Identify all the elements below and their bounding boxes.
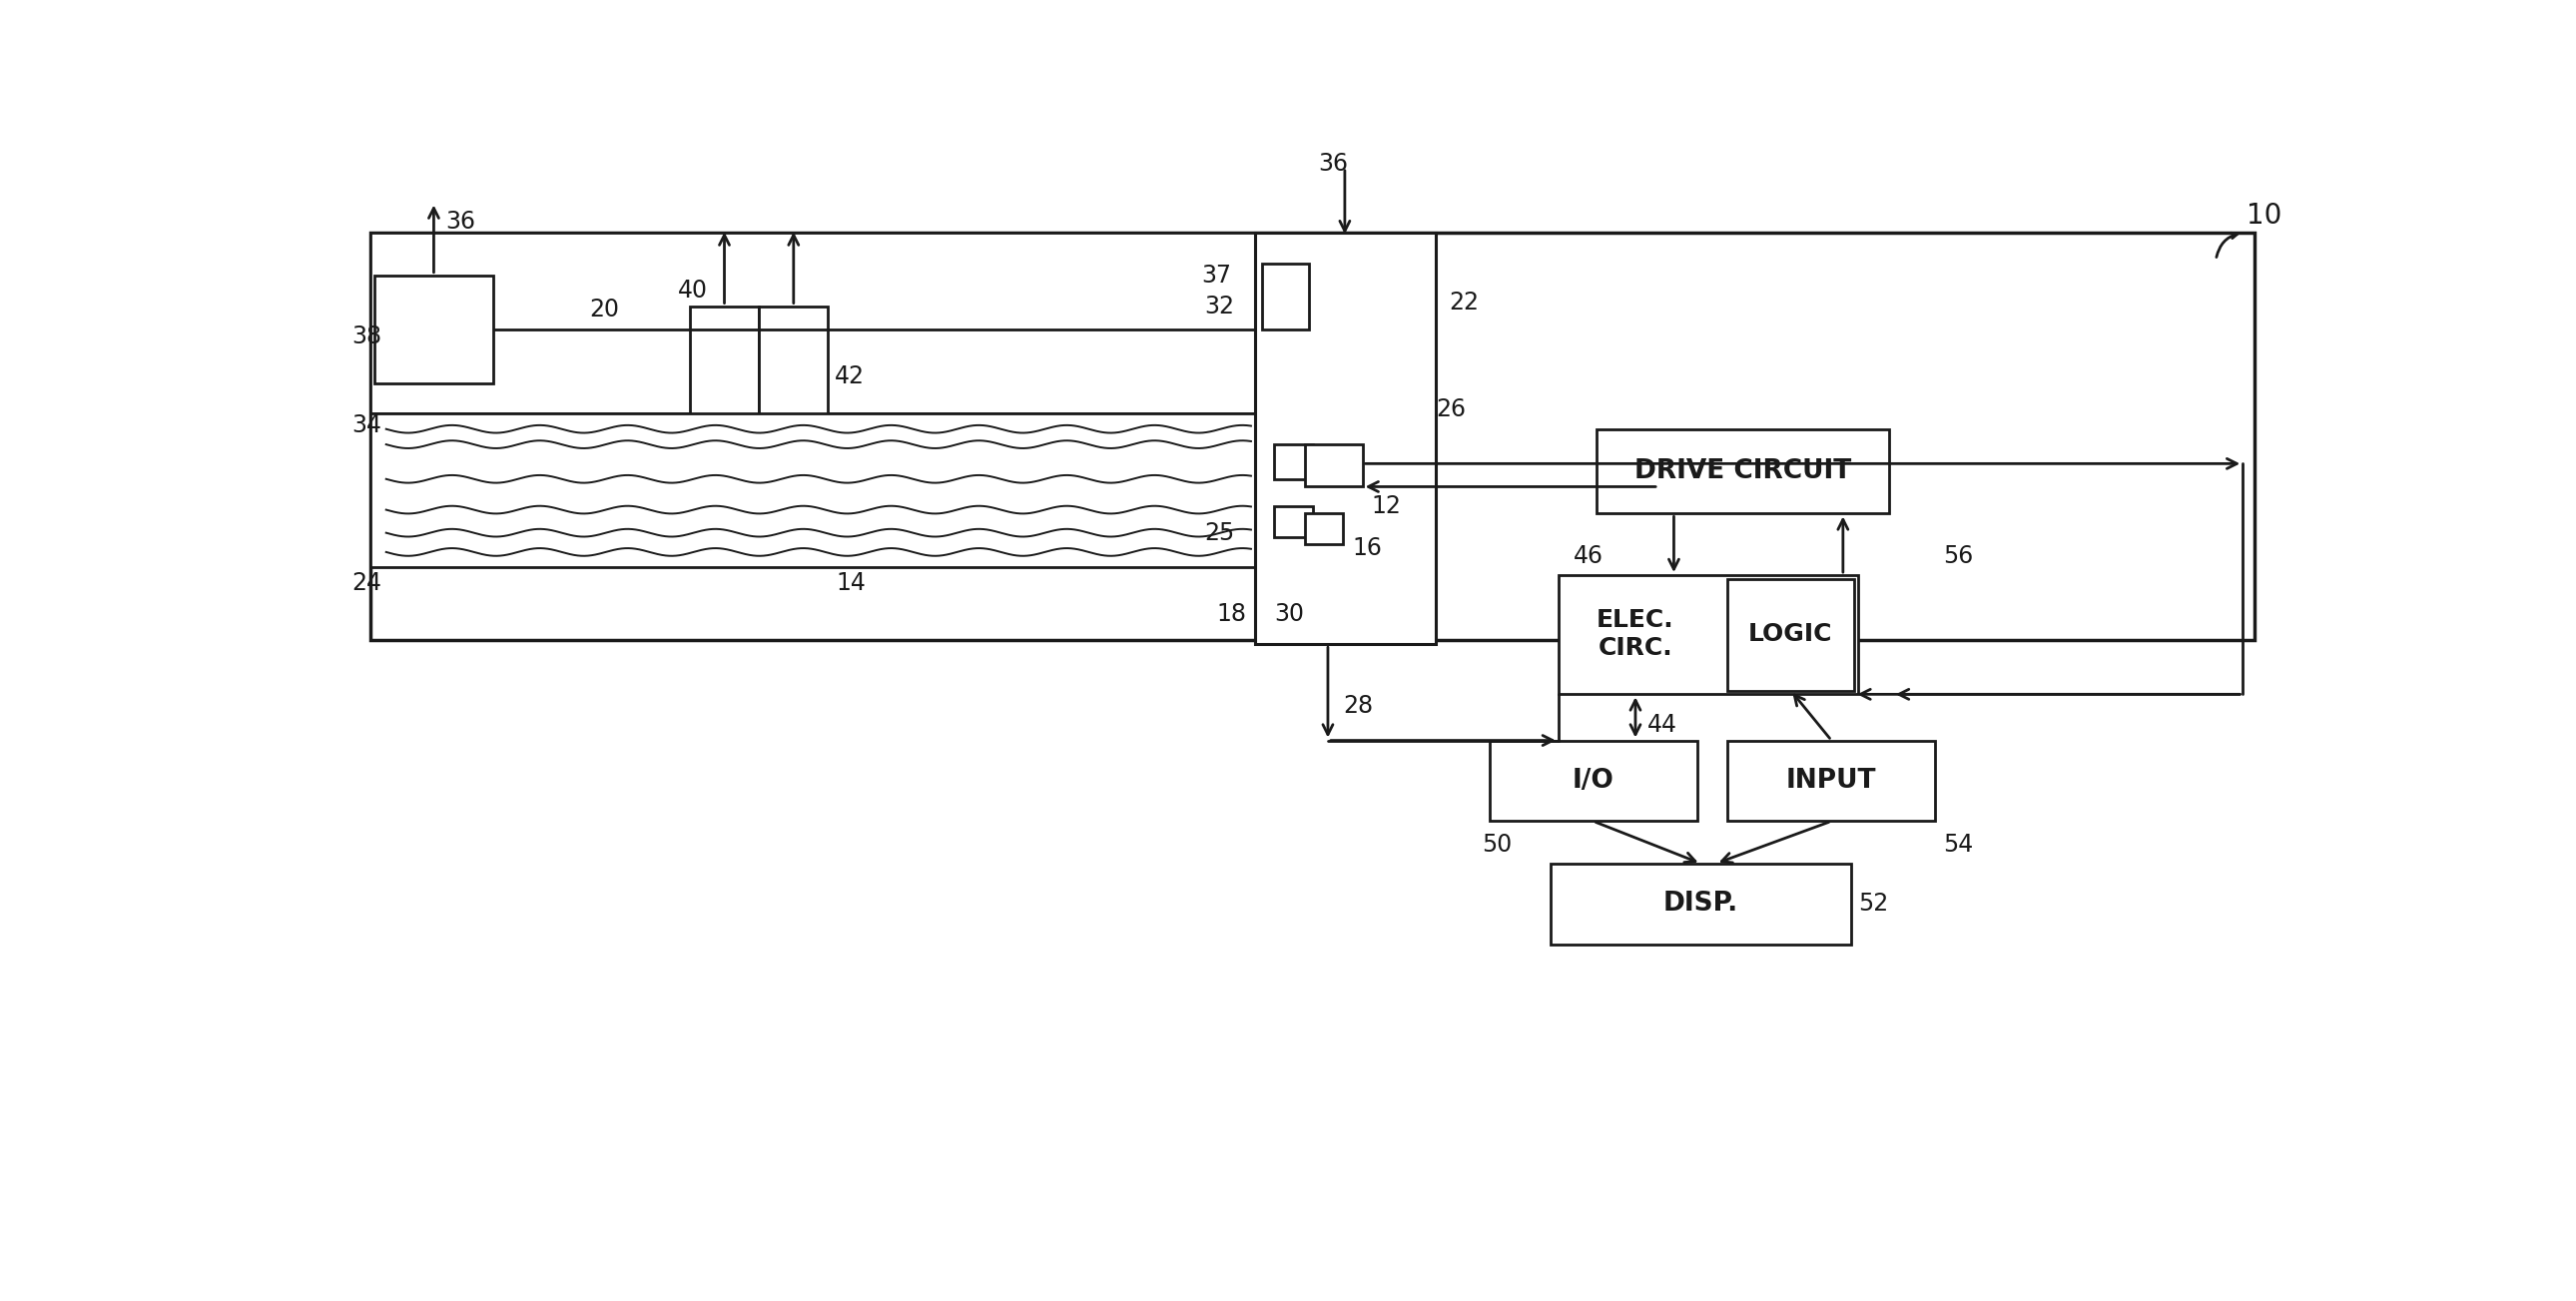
Bar bbox=[1275, 506, 1314, 537]
Text: 10: 10 bbox=[2246, 202, 2282, 230]
Bar bbox=[1306, 514, 1342, 544]
Bar bbox=[1597, 429, 1888, 514]
Text: 54: 54 bbox=[1942, 833, 1973, 856]
Text: 37: 37 bbox=[1200, 263, 1231, 288]
Text: 36: 36 bbox=[446, 209, 474, 233]
Bar bbox=[1558, 575, 1857, 695]
Text: CIRC.: CIRC. bbox=[1597, 636, 1672, 660]
Text: 56: 56 bbox=[1942, 544, 1973, 569]
Bar bbox=[1275, 445, 1314, 479]
Bar bbox=[1728, 579, 1855, 691]
Bar bbox=[760, 306, 827, 418]
Text: 52: 52 bbox=[1857, 891, 1888, 916]
Text: 16: 16 bbox=[1352, 536, 1383, 561]
Bar bbox=[690, 306, 760, 418]
Bar bbox=[371, 233, 2254, 640]
Text: 32: 32 bbox=[1206, 294, 1234, 317]
Text: 18: 18 bbox=[1216, 601, 1247, 626]
Text: 14: 14 bbox=[835, 571, 866, 595]
Text: INPUT: INPUT bbox=[1785, 768, 1878, 794]
Bar bbox=[1255, 233, 1435, 644]
Text: 34: 34 bbox=[350, 414, 381, 437]
Bar bbox=[374, 276, 495, 382]
Text: I/O: I/O bbox=[1571, 768, 1615, 794]
Text: 46: 46 bbox=[1574, 544, 1605, 569]
Text: 28: 28 bbox=[1342, 693, 1373, 718]
Text: 30: 30 bbox=[1275, 601, 1303, 626]
Text: 22: 22 bbox=[1450, 290, 1479, 314]
Text: DRIVE CIRCUIT: DRIVE CIRCUIT bbox=[1636, 458, 1852, 484]
Text: 20: 20 bbox=[590, 298, 621, 321]
Bar bbox=[371, 233, 1298, 414]
Text: 38: 38 bbox=[350, 325, 381, 349]
Bar bbox=[1728, 740, 1935, 821]
Text: 26: 26 bbox=[1435, 398, 1466, 422]
Text: LOGIC: LOGIC bbox=[1749, 622, 1834, 647]
Bar bbox=[1551, 864, 1850, 945]
Text: 42: 42 bbox=[835, 364, 866, 389]
Text: 40: 40 bbox=[677, 278, 708, 303]
Text: 44: 44 bbox=[1646, 713, 1677, 738]
Text: 36: 36 bbox=[1319, 152, 1347, 176]
Bar bbox=[1306, 445, 1363, 487]
Text: 24: 24 bbox=[350, 571, 381, 595]
Text: 12: 12 bbox=[1370, 494, 1401, 518]
Bar bbox=[1489, 740, 1698, 821]
Text: 50: 50 bbox=[1481, 833, 1512, 856]
Text: DISP.: DISP. bbox=[1664, 890, 1739, 916]
Text: 25: 25 bbox=[1206, 520, 1234, 545]
Bar bbox=[1262, 264, 1309, 329]
Text: ELEC.: ELEC. bbox=[1597, 609, 1674, 632]
Bar bbox=[371, 414, 1298, 567]
